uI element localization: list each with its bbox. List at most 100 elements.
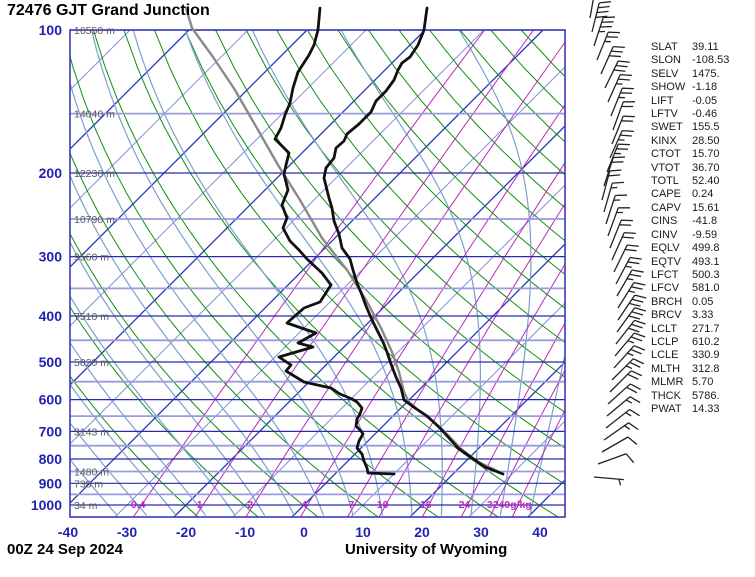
dry-adiabat-line	[70, 375, 199, 517]
isotherm-line	[291, 243, 565, 517]
stat-value: 39.11	[692, 41, 719, 53]
height-label: 5820 m	[74, 357, 109, 369]
isotherm-line	[70, 30, 308, 268]
isotherm-line	[70, 30, 72, 32]
wind-barb	[611, 358, 645, 381]
wind-barb	[593, 16, 615, 47]
temperature-axis-label: 10	[355, 524, 371, 540]
stat-label: CINS	[651, 215, 678, 228]
wind-barb	[615, 256, 642, 285]
wind-barb	[613, 345, 646, 369]
stat-label: SHOW	[651, 81, 686, 94]
stat-label: LCLE	[651, 349, 679, 362]
isotherm-line	[468, 420, 565, 517]
stat-value: 0.24	[692, 188, 714, 201]
stat-label: SELV	[651, 67, 679, 80]
stat-row: LFTV -0.46	[651, 108, 729, 121]
stat-label: LFCT	[651, 268, 679, 281]
stat-value: 5786.	[692, 389, 720, 402]
pressure-axis-label: 600	[39, 392, 63, 408]
stat-label: THCK	[651, 389, 681, 402]
dry-adiabat-line	[70, 152, 379, 517]
mixing-ratio-label: 1	[197, 499, 203, 511]
moist-adiabat-line	[70, 341, 206, 516]
isotherm-line	[70, 30, 544, 504]
isotherm-line	[232, 184, 565, 517]
wind-barb	[611, 231, 636, 261]
wind-barb	[607, 73, 632, 103]
wind-barb	[615, 319, 646, 345]
wind-barb	[617, 294, 647, 321]
temperature-axis-label: -20	[176, 524, 196, 540]
height-label: 12230 m	[74, 168, 115, 180]
stat-value: 271.7	[692, 322, 720, 335]
mixing-ratio-label: 24	[459, 499, 471, 511]
dry-adiabat-line	[92, 30, 499, 517]
temperature-axis-label: 0	[300, 524, 308, 540]
pressure-axis-label: 100	[39, 22, 63, 38]
stat-row: CAPV 15.61	[651, 202, 729, 215]
height-label: 14040 m	[74, 109, 115, 121]
stat-label: LCLT	[651, 322, 678, 335]
isotherm-line	[70, 30, 367, 327]
stat-label: BRCH	[651, 295, 683, 308]
stat-value: -1.18	[692, 81, 718, 94]
height-label: 738 m	[74, 478, 103, 490]
isotherm-line	[70, 30, 190, 150]
height-label: 16550 m	[74, 25, 115, 37]
temperature-axis-label: -40	[58, 524, 78, 540]
mixing-ratio-label: 2	[247, 499, 253, 511]
isotherm-line	[70, 30, 426, 386]
isotherm-line	[70, 30, 485, 445]
stat-label: PWAT	[651, 402, 682, 415]
stat-value: 5.70	[692, 376, 714, 389]
stat-label: SLON	[651, 54, 681, 67]
moist-adiabat-line	[70, 240, 265, 516]
moist-adiabat-line	[184, 30, 413, 516]
wind-barb	[605, 194, 627, 225]
wind-barb	[610, 87, 634, 117]
stat-row: EQTV 493.1	[651, 256, 729, 269]
wind-barb	[603, 156, 625, 187]
wind-barb	[607, 207, 630, 237]
mixing-ratio-label: 16	[420, 499, 432, 511]
stat-value: -9.59	[692, 228, 718, 241]
dewpoint-trace	[273, 6, 396, 476]
temperature-axis-label: 40	[532, 524, 548, 540]
pressure-axis-label: 200	[39, 165, 63, 181]
wind-barb	[617, 281, 646, 309]
stat-value: 493.1	[692, 255, 720, 268]
stat-value: 1475.	[692, 67, 720, 80]
stat-label: SWET	[651, 121, 683, 134]
skewt-grid: 0.4 1 2 4 7 10 16 24 32 40g/kg	[70, 30, 565, 517]
stat-row: EQLV 499.8	[651, 242, 729, 255]
wind-barb	[609, 370, 643, 393]
stat-row: PWAT 14.33	[651, 403, 729, 416]
moist-adiabat-line	[132, 30, 383, 516]
dry-adiabat-line	[306, 30, 565, 309]
stat-row: SLAT 39.11	[651, 41, 729, 54]
pressure-axis-label: 400	[39, 308, 63, 324]
temperature-axis-label: -30	[117, 524, 137, 540]
stat-label: CAPE	[651, 188, 681, 201]
height-label: 1480 m	[74, 466, 109, 478]
stat-value: 3.33	[692, 309, 714, 322]
moist-adiabat-line	[91, 30, 354, 516]
wind-barb	[597, 453, 635, 465]
isotherm-line	[173, 125, 565, 517]
wind-barb	[611, 115, 635, 145]
parcel-trace	[184, 6, 505, 476]
mixing-ratio-label: 32	[487, 499, 499, 511]
stat-value: 15.70	[692, 148, 720, 161]
stat-value: 155.5	[692, 121, 720, 134]
stat-row: CAPE 0.24	[651, 188, 729, 201]
mixing-ratio-line	[132, 30, 486, 517]
dry-adiabat-line	[337, 30, 565, 276]
stat-value: -0.05	[692, 94, 718, 107]
stat-value: 28.50	[692, 134, 720, 147]
isotherm-line	[409, 361, 565, 517]
stat-label: CINV	[651, 228, 678, 241]
stat-row: CTOT 15.70	[651, 148, 729, 161]
moist-adiabat-line	[70, 422, 147, 516]
